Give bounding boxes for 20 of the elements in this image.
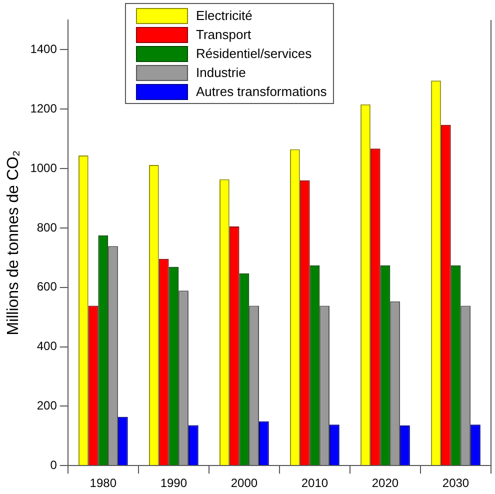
y-tick-label: 0 xyxy=(50,458,58,472)
legend-label: Autres transformations xyxy=(196,84,327,99)
y-tick-label: 1200 xyxy=(30,101,58,116)
y-tick-label: 1000 xyxy=(30,160,58,175)
y-tick-label: 1400 xyxy=(30,42,58,56)
y-tick-label: 800 xyxy=(36,220,58,234)
y-tick-label: 200 xyxy=(36,398,58,412)
x-tick-label: 1980 xyxy=(90,476,117,490)
legend-label: Résidentiel/services xyxy=(196,46,312,61)
x-tick-label: 1990 xyxy=(160,476,188,490)
y-tick-label: 600 xyxy=(36,280,58,294)
y-tick-label: 400 xyxy=(36,339,58,354)
legend-label: Industrie xyxy=(196,65,246,80)
x-tick-label: 2010 xyxy=(301,476,328,490)
legend-label: Transport xyxy=(196,27,252,42)
legend-label: Electricité xyxy=(196,8,252,23)
x-tick-label: 2000 xyxy=(230,476,258,490)
x-tick-label: 2030 xyxy=(442,476,470,490)
x-tick-label: 2020 xyxy=(372,476,399,490)
y-axis-title: Millions de tonnes de CO₂ xyxy=(5,150,22,336)
